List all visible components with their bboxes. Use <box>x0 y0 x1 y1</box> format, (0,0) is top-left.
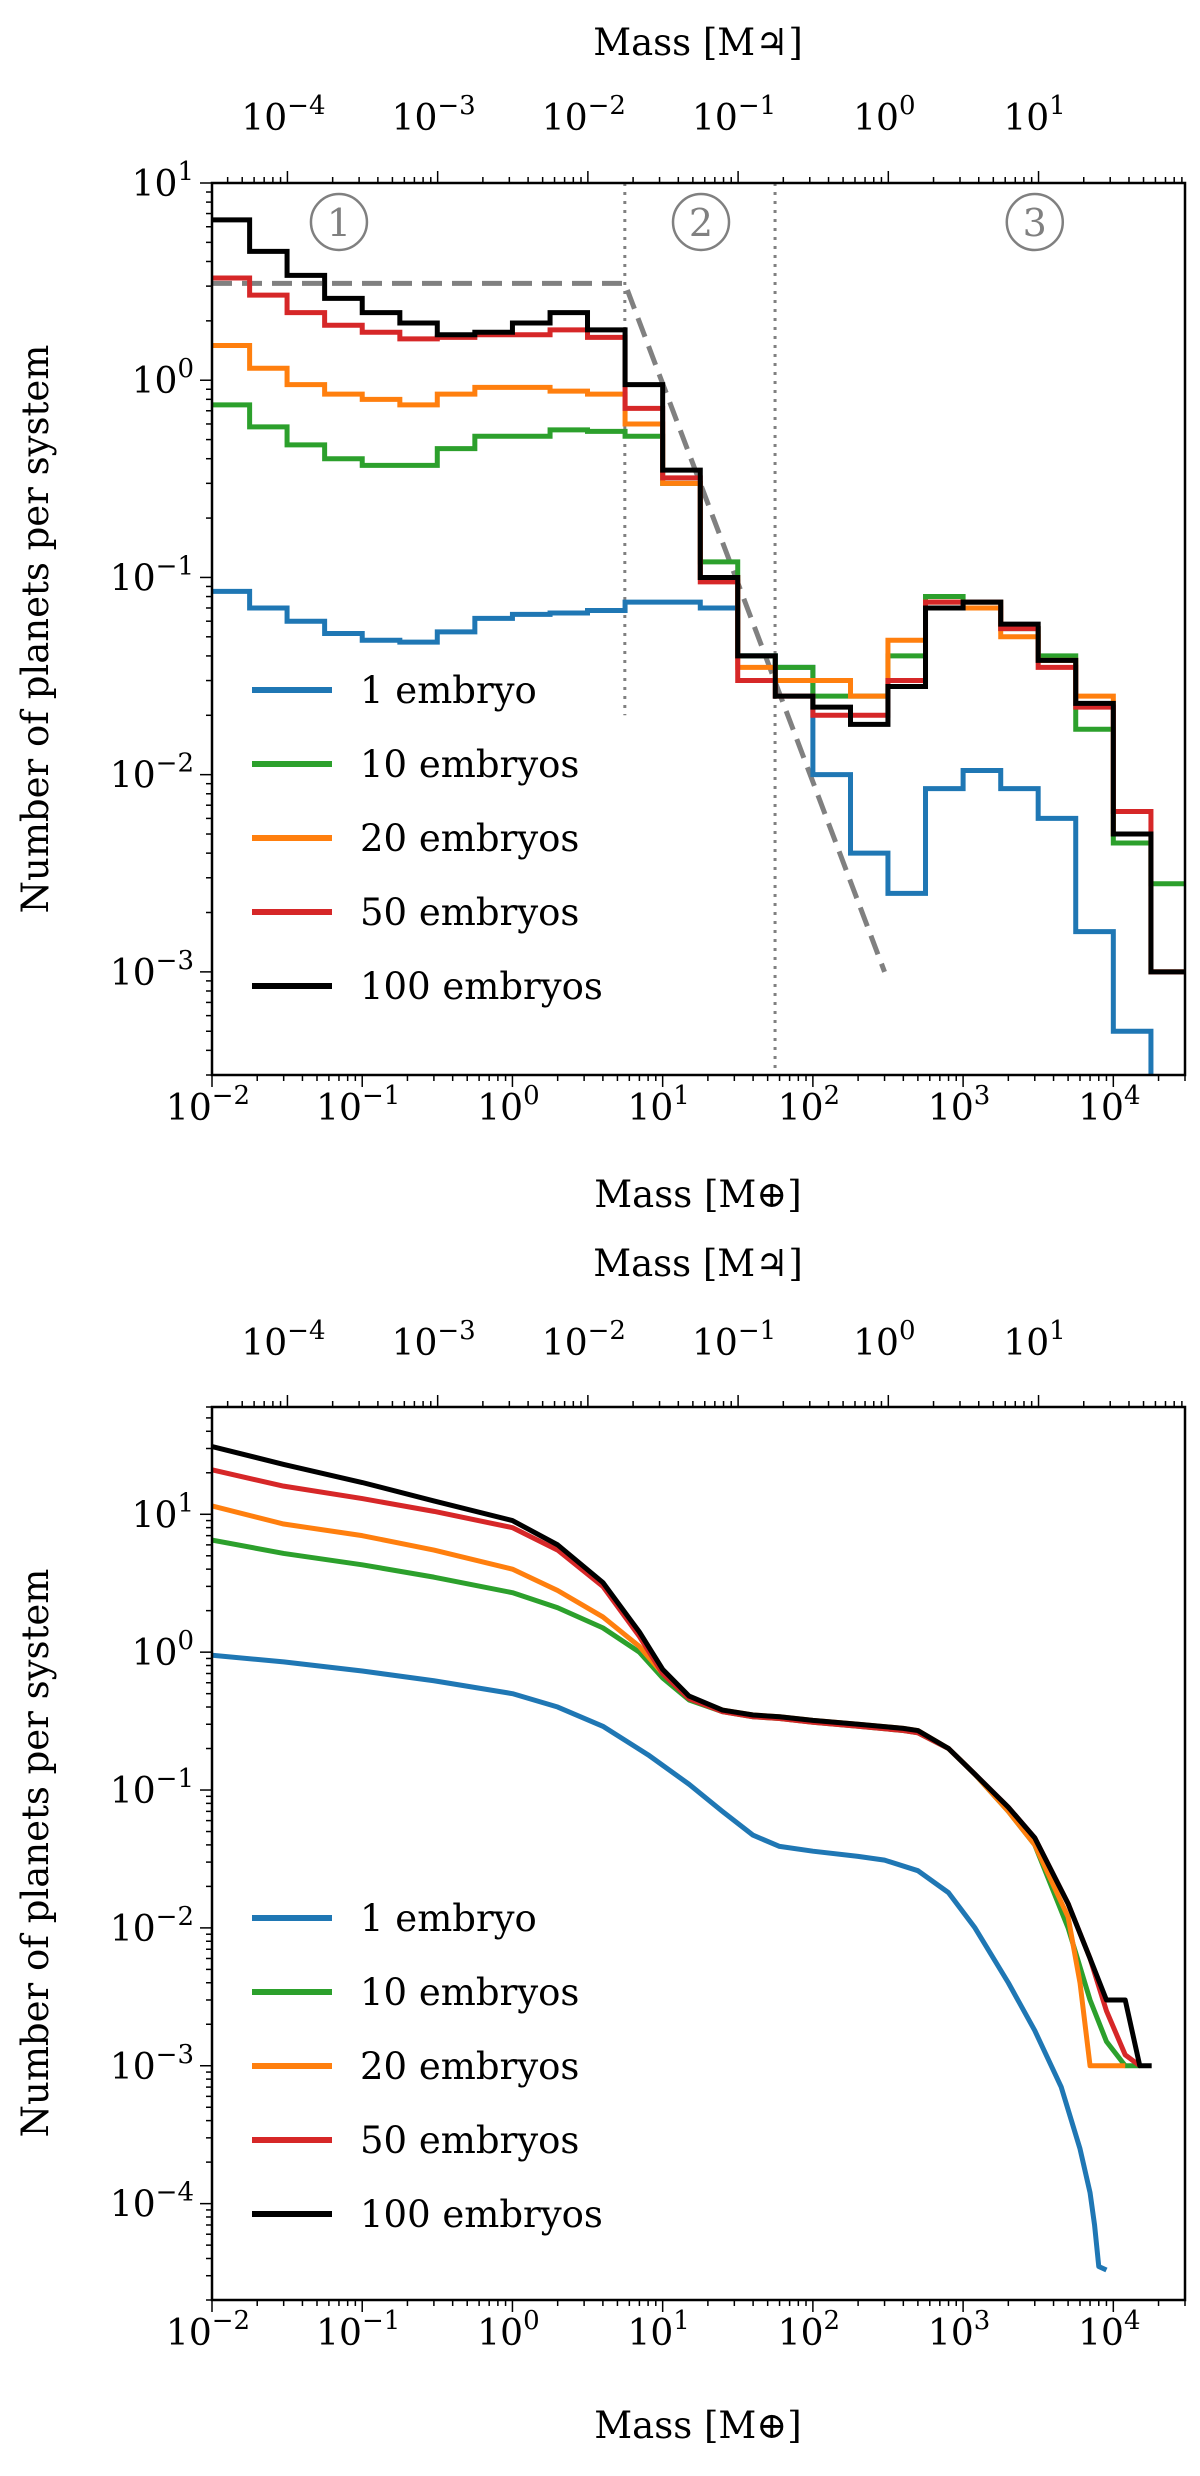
top-x-axis-label: Mass [M♃] <box>593 1242 803 1285</box>
y-tick-label: 100 <box>132 1626 194 1674</box>
legend-item: 100 embryos <box>252 2193 603 2236</box>
plot-frame <box>210 1405 1187 2302</box>
x-axis-top: 10−4 10−3 10−2 10−1 100 101 <box>226 1316 1183 1407</box>
region-labels: 1 2 3 <box>309 192 1065 252</box>
legend: 1 embryo 10 embryos 20 embryos 50 embryos 10… <box>252 669 603 1008</box>
legend-item: 50 embryos <box>252 2119 579 2162</box>
x-tick-label: 100 <box>477 1081 539 1129</box>
series-line <box>212 1652 1108 2273</box>
x-axis-bottom: 10−2 10−1 100 101 102 103 104 <box>166 2300 1186 2354</box>
plot-frame <box>210 181 1187 1077</box>
y-axis: 101 100 10−1 10−2 10−3 10−4 <box>110 1406 212 2301</box>
y-tick-label: 100 <box>132 354 194 402</box>
top-x-tick-label: 10−2 <box>542 1316 626 1364</box>
y-axis: 101 100 10−1 10−2 10−3 <box>110 157 212 1076</box>
y-tick-label: 10−2 <box>110 749 194 797</box>
legend-item: 1 embryo <box>252 669 537 712</box>
top-x-tick-label: 10−3 <box>392 91 476 139</box>
top-x-tick-label: 10−1 <box>692 91 776 139</box>
top-x-axis-label: Mass [M♃] <box>593 21 803 64</box>
y-tick-label: 101 <box>132 1488 194 1536</box>
legend-label: 100 embryos <box>360 2193 603 2236</box>
x-tick-label: 104 <box>1078 1081 1140 1129</box>
region-circle <box>309 192 369 252</box>
legend-label: 50 embryos <box>360 2119 579 2162</box>
legend-item: 10 embryos <box>252 743 579 786</box>
legend-label: 1 embryo <box>360 1897 537 1940</box>
x-tick-label: 104 <box>1078 2306 1140 2354</box>
y-tick-label: 10−3 <box>110 946 194 994</box>
top-x-tick-label: 101 <box>1003 91 1065 139</box>
x-tick-label: 103 <box>928 2306 990 2354</box>
legend-item: 1 embryo <box>252 1897 537 1940</box>
legend-label: 1 embryo <box>360 669 537 712</box>
legend-label: 50 embryos <box>360 891 579 934</box>
legend: 1 embryo 10 embryos 20 embryos 50 embryos 10… <box>252 1897 603 2236</box>
x-tick-label: 100 <box>477 2306 539 2354</box>
legend-item: 20 embryos <box>252 817 579 860</box>
top-x-tick-label: 10−2 <box>542 91 626 139</box>
x-tick-label: 102 <box>778 2306 840 2354</box>
legend-item: 50 embryos <box>252 891 579 934</box>
series-line <box>212 588 1154 1075</box>
region-circle <box>671 192 731 252</box>
top-x-tick-label: 100 <box>853 1316 915 1364</box>
x-tick-label: 101 <box>627 1081 689 1129</box>
panel-bottom-cumulative: 10−2 10−1 100 101 102 103 104 10−4 10−3 10−2 10−1… <box>14 1242 1187 2447</box>
legend-label: 10 embryos <box>360 1971 579 2014</box>
region-circle <box>1005 192 1065 252</box>
region-label: 3 <box>1023 201 1047 245</box>
series-line <box>212 1467 1142 2068</box>
legend-label: 100 embryos <box>360 965 603 1008</box>
region-label: 1 <box>327 201 351 245</box>
y-axis-label: Number of planets per system <box>14 345 57 914</box>
series-line <box>212 1444 1152 2069</box>
y-tick-label: 10−1 <box>110 1764 194 1812</box>
x-tick-label: 103 <box>928 1081 990 1129</box>
top-x-tick-label: 100 <box>853 91 915 139</box>
region-dividers <box>623 183 777 1075</box>
legend-item: 20 embryos <box>252 2045 579 2088</box>
top-x-tick-label: 10−4 <box>241 1316 325 1364</box>
top-x-tick-label: 101 <box>1003 1316 1065 1364</box>
x-tick-label: 102 <box>778 1081 840 1129</box>
x-tick-label: 10−2 <box>166 2306 250 2354</box>
legend-item: 10 embryos <box>252 1971 579 2014</box>
legend-label: 10 embryos <box>360 743 579 786</box>
series-line <box>212 217 1185 975</box>
y-tick-label: 10−1 <box>110 551 194 599</box>
y-tick-label: 10−2 <box>110 1902 194 1950</box>
y-tick-label: 10−4 <box>110 2178 194 2226</box>
series-line <box>212 275 1185 975</box>
legend-item: 100 embryos <box>252 965 603 1008</box>
x-axis-top: 10−4 10−3 10−2 10−1 100 101 <box>226 91 1183 183</box>
reference-dashed-line-group <box>212 280 887 973</box>
y-tick-label: 101 <box>132 157 194 205</box>
legend-label: 20 embryos <box>360 817 579 860</box>
y-axis-label: Number of planets per system <box>14 1569 57 2138</box>
x-tick-label: 10−1 <box>316 1081 400 1129</box>
x-axis-bottom: 10−2 10−1 100 101 102 103 104 <box>166 1075 1186 1129</box>
x-tick-label: 101 <box>627 2306 689 2354</box>
x-tick-label: 10−2 <box>166 1081 250 1129</box>
reference-dashed-line <box>212 280 887 973</box>
top-x-tick-label: 10−1 <box>692 1316 776 1364</box>
region-label: 2 <box>689 201 713 245</box>
top-x-tick-label: 10−4 <box>241 91 325 139</box>
top-x-tick-label: 10−3 <box>392 1316 476 1364</box>
bottom-x-axis-label: Mass [M⊕] <box>594 2404 801 2447</box>
y-tick-label: 10−3 <box>110 2040 194 2088</box>
series-group <box>212 1444 1152 2273</box>
bottom-x-axis-label: Mass [M⊕] <box>594 1173 801 1216</box>
series-group <box>212 217 1185 1075</box>
x-tick-label: 10−1 <box>316 2306 400 2354</box>
legend-label: 20 embryos <box>360 2045 579 2088</box>
panel-top-histogram: 1 2 3 10−2 10−1 100 101 102 103 104 10−4 10−3 10−2… <box>14 21 1187 1216</box>
